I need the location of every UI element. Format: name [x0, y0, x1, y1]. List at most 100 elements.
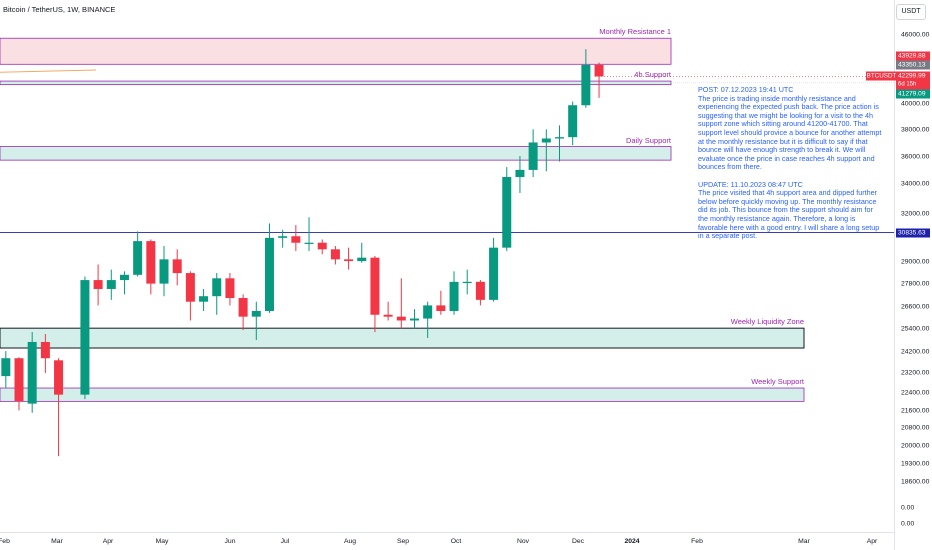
candle-body-18	[225, 278, 235, 299]
price-tick: 21600.00	[901, 407, 930, 415]
candle-body-11	[133, 241, 143, 275]
price-tick: 22400.00	[901, 389, 930, 397]
price-badge-top: 43929.88	[896, 51, 930, 61]
candle-body-15	[185, 273, 195, 302]
price-tick: 25400.00	[901, 325, 930, 333]
time-tick: Mar	[798, 538, 810, 545]
price-badge-low: 41279.09	[896, 89, 930, 99]
price-tick: 0.00	[901, 504, 915, 512]
price-tick: 26600.00	[901, 303, 930, 311]
time-tick: Aug	[343, 538, 357, 545]
price-tick: 20800.00	[901, 424, 930, 432]
time-tick: Oct	[450, 538, 462, 545]
zone-rect-5	[0, 387, 805, 402]
candle-body-43	[554, 137, 564, 139]
candle-body-28	[357, 257, 367, 262]
price-tick: 19300.00	[901, 460, 930, 468]
time-tick: Jul	[280, 538, 290, 545]
candle-body-25	[317, 242, 327, 250]
candle-body-4	[27, 341, 37, 404]
zone-label-2: 4h Support	[634, 70, 671, 80]
candle-body-27	[344, 259, 354, 262]
currency-selector[interactable]: USDT	[896, 4, 926, 20]
price-tick: 46000.00	[901, 31, 930, 39]
candle-body-5	[40, 341, 50, 359]
candle-body-30	[383, 314, 393, 317]
price-tick: 27800.00	[901, 280, 930, 288]
candle-body-35	[449, 281, 459, 311]
zone-rect-2	[0, 80, 672, 86]
candle-body-24	[304, 242, 314, 244]
candle-body-23	[291, 236, 301, 243]
candle-body-26	[330, 249, 340, 260]
candle-body-22	[278, 236, 288, 238]
candle-body-37	[475, 281, 485, 300]
candle-body-10	[119, 274, 129, 281]
candle-body-38	[489, 247, 499, 300]
candle-body-29	[370, 257, 380, 315]
countdown-badge: 6d 15h	[896, 80, 930, 90]
candle-body-12	[146, 241, 156, 284]
candle-body-42	[541, 138, 551, 143]
candle-body-16	[199, 296, 209, 302]
candle-body-3	[14, 358, 24, 402]
candle-body-8	[93, 280, 103, 289]
zone-label-1: Monthly Resistance 1	[599, 27, 671, 37]
candle-body-32	[409, 318, 419, 321]
price-badge-second: 43350.13	[896, 60, 930, 70]
time-axis-separator	[0, 532, 894, 533]
time-tick: Feb	[691, 538, 703, 545]
price-tick: 24200.00	[901, 348, 930, 356]
candle-body-45	[581, 64, 591, 106]
zone-rect-3	[0, 146, 672, 161]
time-tick: Jun	[224, 538, 236, 545]
candle-body-6	[54, 360, 64, 395]
price-tick: 23200.00	[901, 369, 930, 377]
horizontal-line-badge: 30835.63	[896, 228, 930, 238]
price-tick: 38000.00	[901, 126, 930, 134]
price-tick: 18600.00	[901, 478, 930, 486]
candle-body-33	[423, 305, 433, 319]
price-tick: 20000.00	[901, 442, 930, 450]
zone-rect-1	[0, 37, 672, 65]
price-tick: 34000.00	[901, 180, 930, 188]
candle-body-20	[251, 310, 261, 317]
price-tick: 40000.00	[901, 100, 930, 108]
candle-body-9	[106, 280, 116, 289]
time-tick: 2024	[624, 538, 640, 545]
price-tick: 29000.00	[901, 258, 930, 266]
time-tick: Feb	[0, 538, 10, 545]
analysis-note[interactable]: POST: 07.12.2023 19:41 UTC The price is …	[698, 85, 882, 241]
candle-body-19	[238, 298, 248, 317]
time-tick: May	[155, 538, 169, 545]
symbol-title: Bitcoin / TetherUS, 1W, BINANCE	[3, 5, 116, 14]
time-tick: Sep	[396, 538, 410, 545]
price-tick: 0.00	[901, 520, 915, 528]
zone-label-3: Daily Support	[625, 135, 671, 145]
candle-body-40	[515, 169, 525, 178]
candle-body-36	[462, 281, 472, 284]
time-tick: Dec	[571, 538, 585, 545]
time-tick: Nov	[516, 538, 530, 545]
trend-line	[0, 69, 97, 73]
price-tick: 32000.00	[901, 210, 930, 218]
candle-body-17	[212, 278, 222, 297]
zone-label-4: Weekly Liquidity Zone	[730, 317, 804, 327]
price-tick: 36000.00	[901, 153, 930, 161]
time-tick: Mar	[51, 538, 63, 545]
candle-body-21	[264, 237, 274, 311]
candle-body-13	[159, 259, 169, 284]
candle-body-2	[1, 358, 11, 377]
zone-label-5: Weekly Support	[751, 377, 804, 387]
time-tick: Apr	[866, 538, 878, 545]
price-axis-separator	[894, 0, 895, 550]
time-tick: Apr	[102, 538, 114, 545]
candle-body-39	[502, 177, 512, 248]
symbol-price-badge: BTCUSDT	[866, 71, 897, 81]
candle-body-14	[172, 259, 182, 274]
candle-body-7	[80, 280, 90, 395]
candle-body-31	[396, 316, 406, 321]
candle-body-44	[568, 105, 578, 138]
candle-body-46	[594, 64, 604, 77]
